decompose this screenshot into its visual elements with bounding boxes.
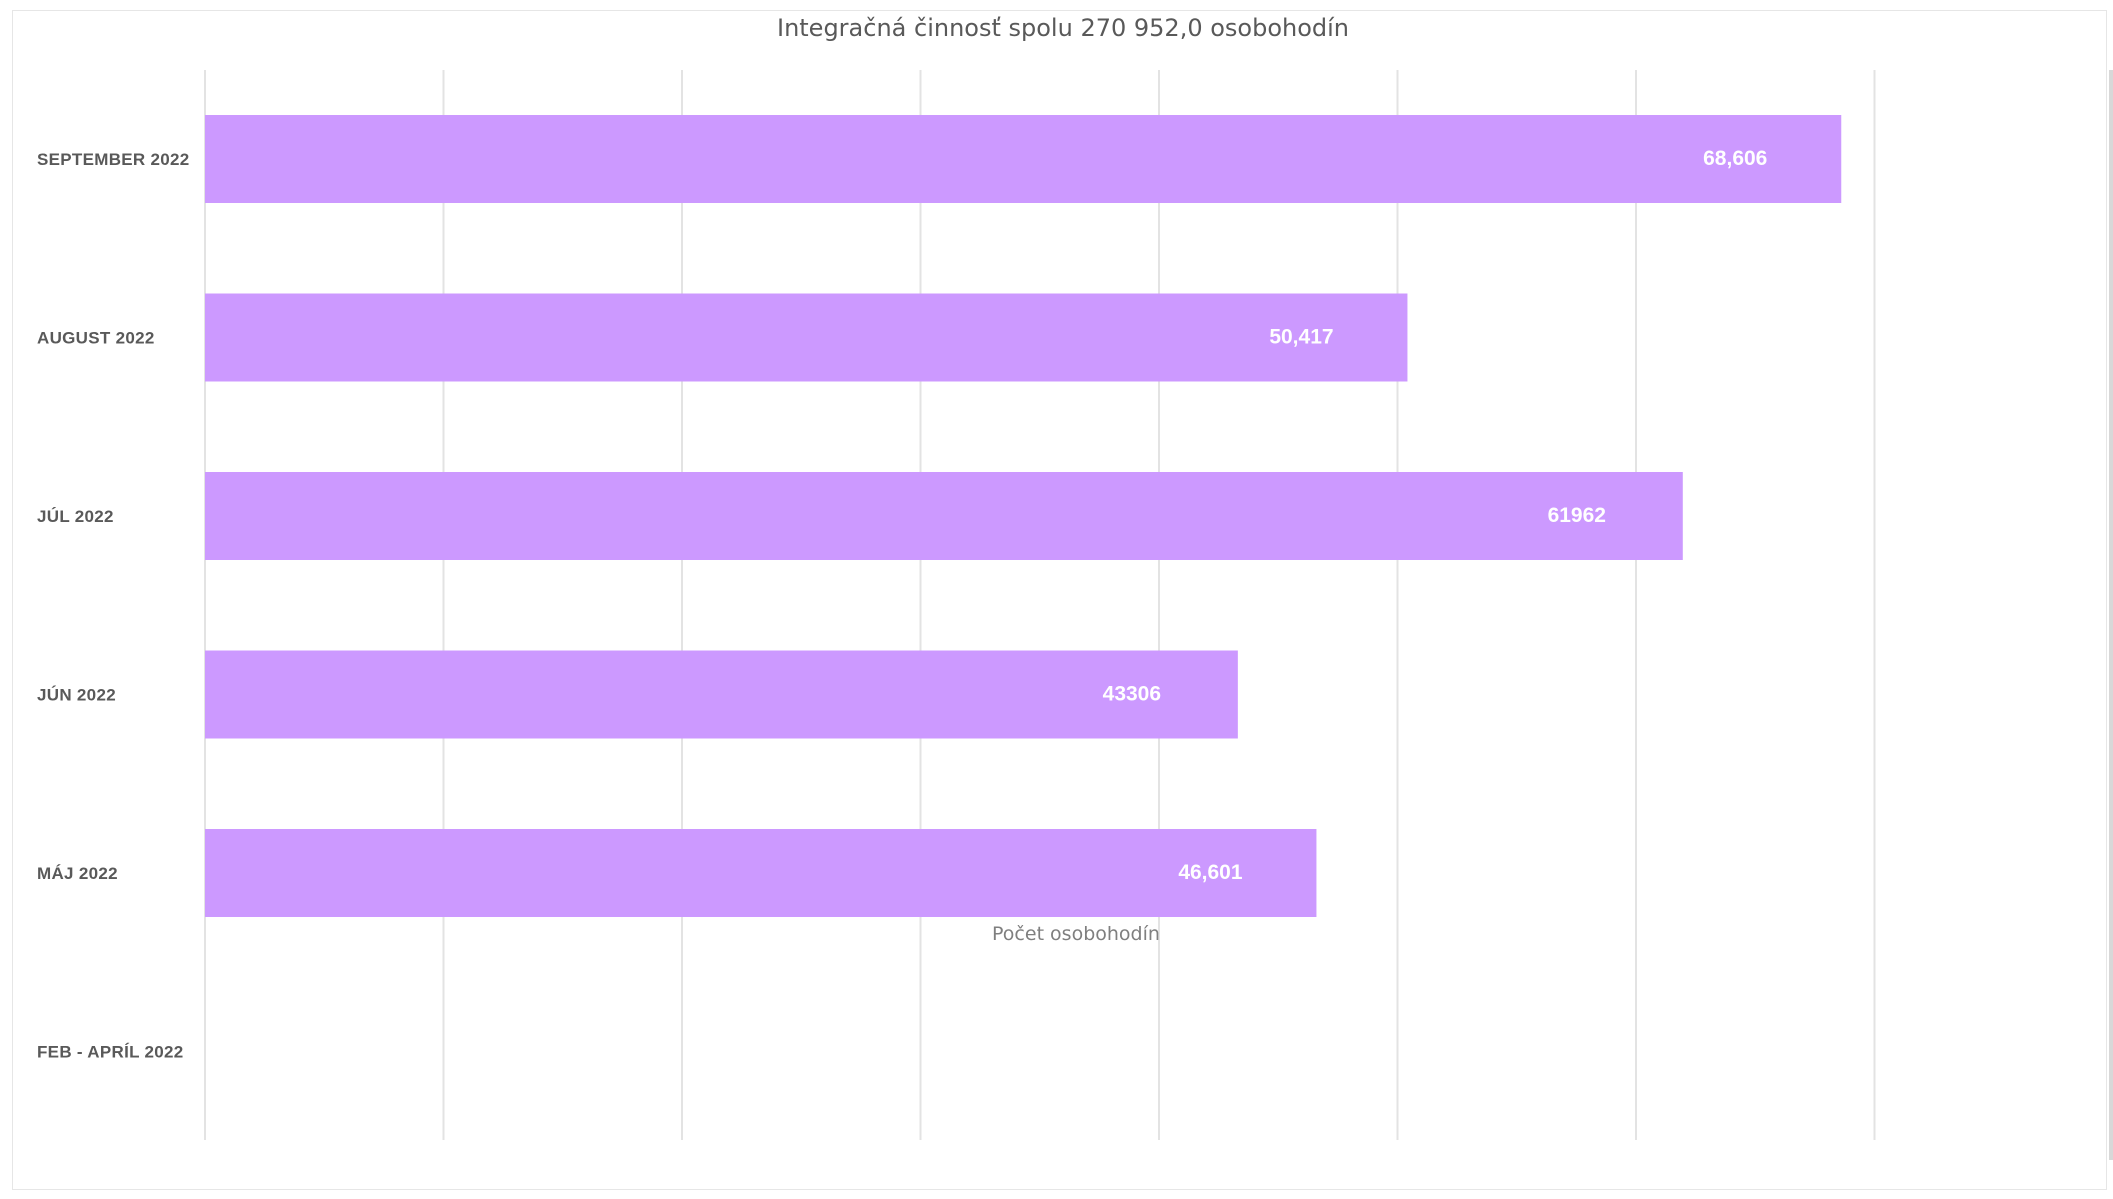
chart-title: Integračná činnosť spolu 270 952,0 osobo… bbox=[777, 14, 1349, 42]
bar bbox=[205, 115, 1842, 203]
category-label: AUGUST 2022 bbox=[37, 329, 155, 348]
data-label: 61962 bbox=[1548, 504, 1606, 527]
category-label: JÚL 2022 bbox=[37, 507, 114, 526]
bar bbox=[205, 472, 1683, 560]
bars bbox=[205, 115, 1842, 917]
bar bbox=[205, 293, 1408, 382]
category-label: JÚN 2022 bbox=[37, 686, 116, 705]
category-labels: SEPTEMBER 2022 AUGUST 2022 JÚL 2022 JÚN 202… bbox=[37, 150, 190, 1062]
x-axis-title: Počet osobohodín bbox=[992, 923, 1160, 945]
category-label: MÁJ 2022 bbox=[37, 864, 118, 883]
bar bbox=[205, 650, 1238, 739]
panel-edge bbox=[2109, 70, 2113, 1160]
data-label: 50,417 bbox=[1269, 326, 1333, 349]
data-label: 43306 bbox=[1103, 683, 1161, 706]
data-label: 68,606 bbox=[1703, 147, 1767, 170]
category-label: FEB - APRÍL 2022 bbox=[37, 1043, 184, 1062]
category-label: SEPTEMBER 2022 bbox=[37, 150, 190, 169]
data-label: 46,601 bbox=[1178, 861, 1243, 884]
data-labels: 68,606 50,417 61962 43306 46,601 bbox=[1103, 147, 1768, 884]
bar bbox=[205, 829, 1317, 917]
chart-frame bbox=[12, 10, 2107, 1190]
gridlines bbox=[204, 70, 1876, 1140]
